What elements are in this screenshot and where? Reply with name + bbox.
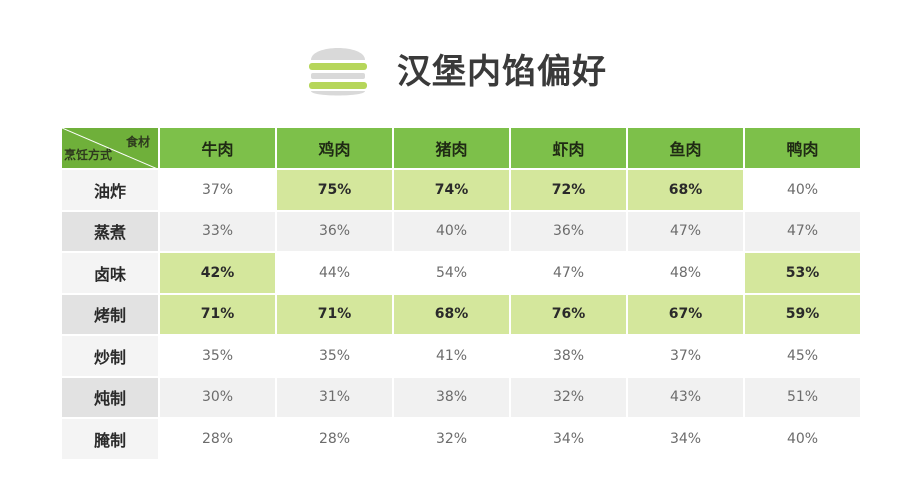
table-cell: 74% (394, 170, 511, 212)
table-cell: 33% (160, 211, 277, 253)
row-header: 炖制 (62, 377, 160, 419)
row-header: 卤味 (62, 253, 160, 295)
table-cell: 72% (511, 170, 628, 212)
table-cell: 36% (511, 211, 628, 253)
table-cell: 40% (745, 170, 862, 212)
table-cell: 47% (511, 253, 628, 295)
table-cell: 71% (160, 294, 277, 336)
title-area: 汉堡内馅偏好 (305, 38, 607, 98)
table-cell: 71% (277, 294, 394, 336)
table-cell: 41% (394, 336, 511, 378)
table-cell: 32% (511, 377, 628, 419)
table-cell: 75% (277, 170, 394, 212)
table-cell: 34% (511, 419, 628, 461)
table-cell: 42% (160, 253, 277, 295)
preference-table: 食材 烹饪方式 牛肉 鸡肉 猪肉 虾肉 鱼肉 鸭肉 油炸 37% 75% 74% 72% 68% 40%… (62, 128, 862, 461)
table-cell: 47% (745, 211, 862, 253)
table-cell: 47% (628, 211, 745, 253)
column-header: 鸭肉 (745, 128, 862, 170)
table-cell: 43% (628, 377, 745, 419)
table-cell: 59% (745, 294, 862, 336)
table-cell: 76% (511, 294, 628, 336)
table-cell: 67% (628, 294, 745, 336)
row-header: 油炸 (62, 170, 160, 212)
table-cell: 53% (745, 253, 862, 295)
page-title: 汉堡内馅偏好 (397, 51, 607, 92)
table-cell: 68% (394, 294, 511, 336)
table-cell: 68% (628, 170, 745, 212)
table-cell: 35% (160, 336, 277, 378)
table-cell: 51% (745, 377, 862, 419)
table-cell: 31% (277, 377, 394, 419)
table-cell: 48% (628, 253, 745, 295)
table-cell: 54% (394, 253, 511, 295)
corner-label-cooking-method: 烹饪方式 (64, 148, 113, 162)
table-cell: 32% (394, 419, 511, 461)
table-cell: 28% (160, 419, 277, 461)
table-cell: 35% (277, 336, 394, 378)
column-header: 鸡肉 (277, 128, 394, 170)
column-header: 牛肉 (160, 128, 277, 170)
table-cell: 40% (745, 419, 862, 461)
table-cell: 37% (628, 336, 745, 378)
table-cell: 44% (277, 253, 394, 295)
table-cell: 28% (277, 419, 394, 461)
row-header: 烤制 (62, 294, 160, 336)
table-cell: 38% (511, 336, 628, 378)
column-header: 猪肉 (394, 128, 511, 170)
table-cell: 30% (160, 377, 277, 419)
burger-icon (309, 48, 367, 96)
table-cell: 40% (394, 211, 511, 253)
table-cell: 36% (277, 211, 394, 253)
table-cell: 34% (628, 419, 745, 461)
table-corner-cell: 食材 烹饪方式 (62, 128, 160, 170)
column-header: 虾肉 (511, 128, 628, 170)
row-header: 腌制 (62, 419, 160, 461)
row-header: 炒制 (62, 336, 160, 378)
row-header: 蒸煮 (62, 211, 160, 253)
column-header: 鱼肉 (628, 128, 745, 170)
table-cell: 37% (160, 170, 277, 212)
table-cell: 45% (745, 336, 862, 378)
table-cell: 38% (394, 377, 511, 419)
corner-label-ingredient: 食材 (125, 135, 150, 149)
